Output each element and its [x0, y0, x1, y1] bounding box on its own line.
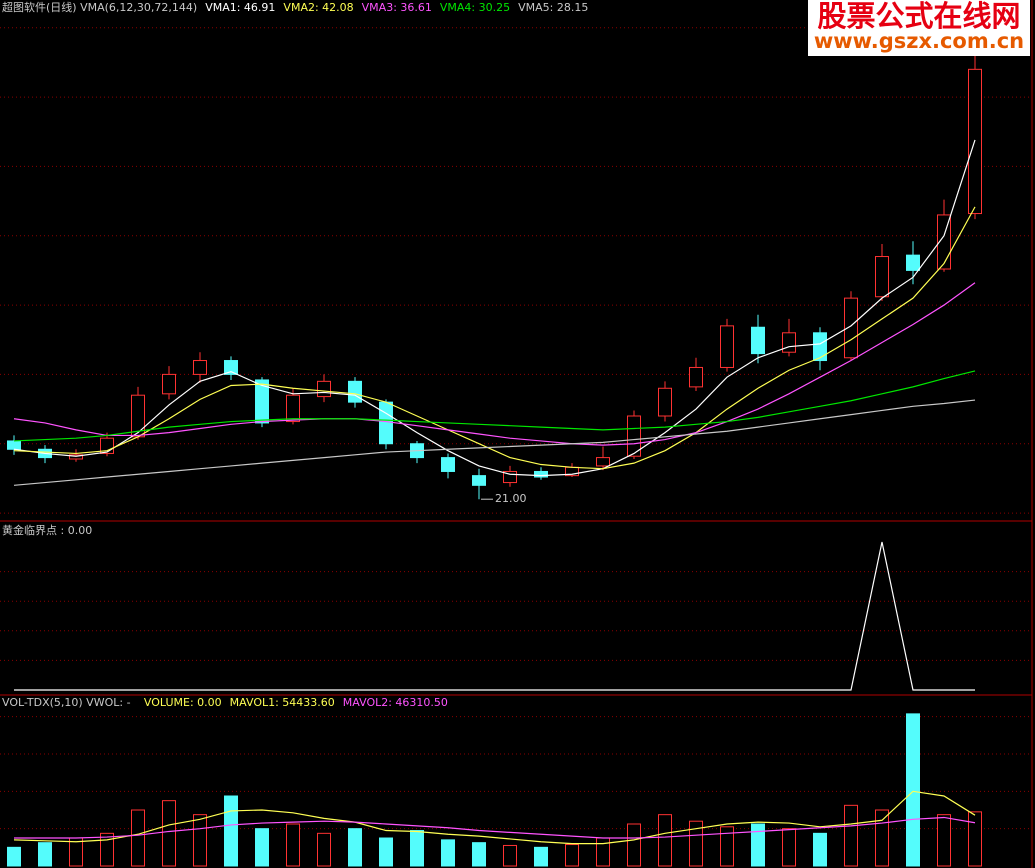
candle-body — [596, 457, 610, 467]
ma-line — [14, 816, 976, 839]
ma-line — [13, 399, 976, 486]
volume-bar — [627, 823, 641, 867]
volume-bar — [658, 814, 672, 867]
candle-body — [658, 387, 672, 417]
volume-bar — [534, 846, 548, 867]
indicator-title: 黄金临界点 : 0.00 — [2, 523, 92, 537]
candle-body — [317, 380, 331, 398]
volume-bar — [441, 839, 455, 867]
volume-bar — [968, 811, 982, 867]
candle-body — [348, 380, 362, 403]
candle-body — [441, 457, 455, 472]
volume-bar — [162, 800, 176, 867]
legend-entry: VMA4: 30.25 — [440, 1, 510, 14]
volume-bar — [348, 828, 362, 867]
volume-bar — [38, 842, 52, 867]
candle-body — [906, 254, 920, 271]
candle-body — [627, 415, 641, 457]
volume-bar — [596, 837, 610, 867]
ma-line — [13, 370, 976, 442]
candle-body — [503, 470, 517, 484]
watermark-box — [808, 0, 1030, 56]
candle-body — [472, 475, 486, 486]
watermark-title: 股票公式在线网 — [817, 0, 1020, 33]
candle-body — [937, 214, 951, 270]
candle-body — [69, 454, 83, 460]
volume-bar — [906, 713, 920, 867]
volume-bar — [844, 804, 858, 867]
candle-body — [782, 332, 796, 353]
volume-bar — [720, 826, 734, 867]
price-title: 超图软件(日线) VMA(6,12,30,72,144) — [2, 0, 197, 14]
volume-bar — [7, 846, 21, 867]
volume-bar — [689, 820, 703, 867]
candle-body — [7, 440, 21, 450]
candle-body — [193, 360, 207, 375]
volume-bar — [782, 828, 796, 867]
ma-line — [14, 541, 975, 691]
candle-body — [162, 373, 176, 395]
ma-line — [13, 139, 976, 477]
volume-bar — [813, 832, 827, 867]
volume-bar — [131, 809, 145, 867]
legend-entry: MAVOL1: 54433.60 — [230, 696, 335, 709]
candle-body — [844, 297, 858, 359]
volume-label: VOLUME: 0.00 — [144, 696, 222, 709]
volume-bar — [100, 832, 114, 867]
volume-bar — [565, 844, 579, 867]
candle-body — [751, 326, 765, 355]
legend-entry: VMA3: 36.61 — [362, 1, 432, 14]
legend-entry: VMA2: 42.08 — [283, 1, 353, 14]
candle-body — [255, 379, 269, 424]
legend-entry: VMA5: 28.15 — [518, 1, 588, 14]
price-header: 超图软件(日线) VMA(6,12,30,72,144) VMA1: 46.91 V… — [2, 0, 588, 14]
volume-bar — [224, 795, 238, 867]
marks: 21.00 — [0, 27, 1030, 867]
candle-body — [286, 394, 300, 423]
ma-line — [13, 790, 976, 845]
volume-bar — [503, 844, 517, 867]
candle-body — [534, 470, 548, 478]
watermark-url: www.gszx.com.cn — [814, 29, 1024, 53]
candle-body — [224, 360, 238, 375]
volume-bar — [410, 830, 424, 867]
ma-line — [13, 282, 976, 446]
candle-body — [689, 366, 703, 388]
candle-body — [813, 332, 827, 362]
volume-bar — [379, 837, 393, 867]
volume-bar — [751, 823, 765, 867]
volume-bar — [317, 832, 331, 867]
candle-body — [875, 256, 889, 298]
legend-entry: MAVOL2: 46310.50 — [343, 696, 448, 709]
volume-bar — [875, 809, 889, 867]
legend-entry: VMA1: 46.91 — [205, 1, 275, 14]
volume-bar — [472, 842, 486, 867]
volume-bar — [255, 828, 269, 867]
candle-body — [379, 401, 393, 445]
volume-bar — [286, 823, 300, 867]
volume-bar — [937, 814, 951, 867]
volume-title: VOL-TDX(5,10) VWOL: - — [2, 696, 131, 709]
candle-body — [720, 325, 734, 368]
volume-header: VOL-TDX(5,10) VWOL: - VOLUME: 0.00 MAVOL1:… — [2, 696, 448, 709]
low-label: 21.00 — [495, 492, 527, 505]
volume-bar — [193, 814, 207, 867]
ma-line — [13, 206, 976, 470]
